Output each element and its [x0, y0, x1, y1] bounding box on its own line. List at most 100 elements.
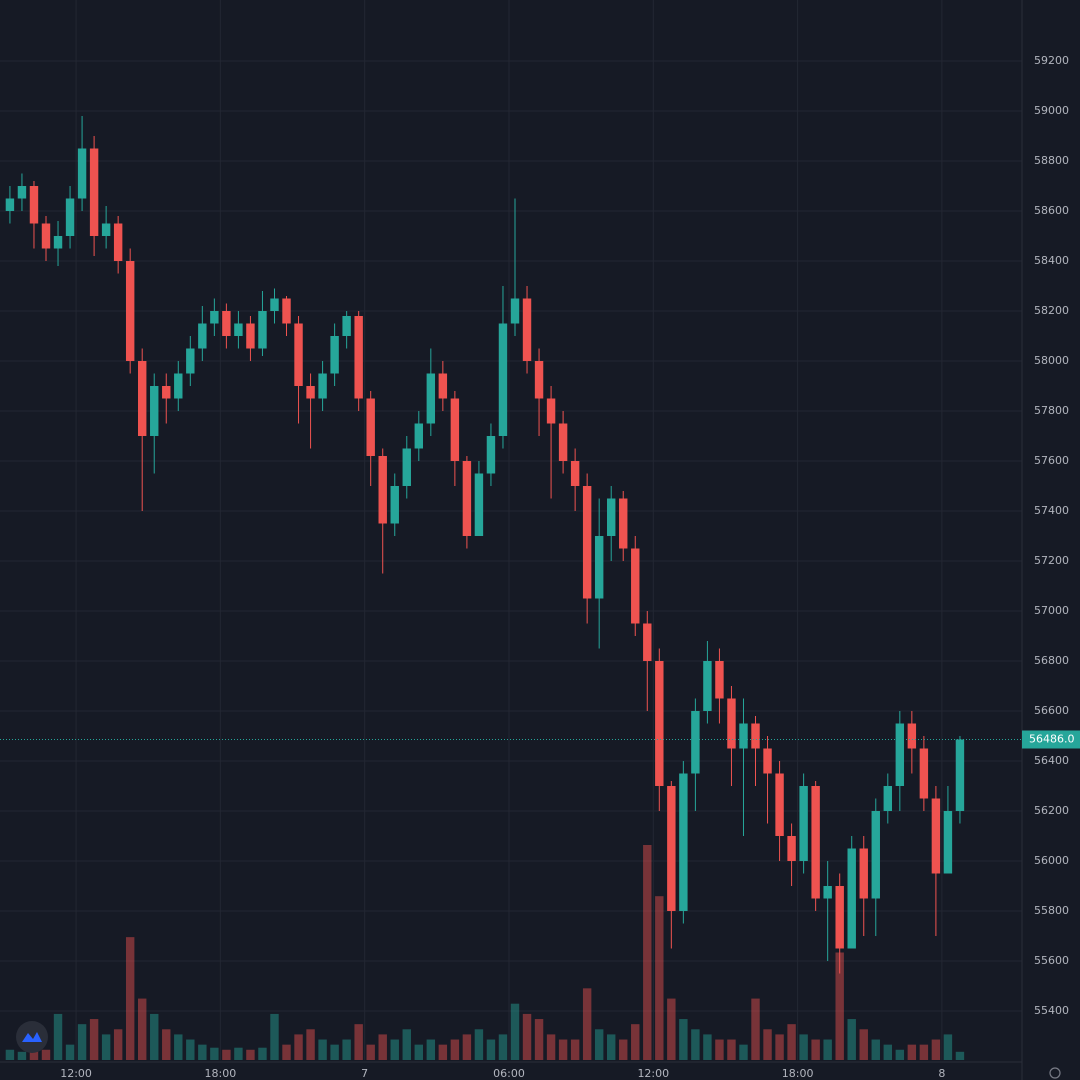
volume-bar [775, 1034, 784, 1060]
candle-body [859, 848, 868, 899]
axes: 55400 55600 55800 56000 56200 56400 56600 56800… [0, 54, 1080, 1080]
candle-body [558, 423, 568, 461]
volume-bar [703, 1034, 712, 1060]
volume-bar [258, 1047, 267, 1060]
volume-bar [113, 1029, 123, 1060]
volume-bar [89, 1019, 99, 1060]
y-tick-label: 55400 [1034, 1004, 1069, 1017]
candle-body [619, 498, 628, 549]
candle-body [667, 786, 676, 911]
volume-bar [318, 1039, 327, 1060]
candle-body [606, 498, 616, 536]
y-tick-label: 58600 [1034, 204, 1069, 217]
candle-body [258, 311, 267, 349]
candle-body [570, 461, 580, 486]
candle-body [342, 316, 351, 336]
volume-bar [306, 1029, 315, 1060]
volume-bar [174, 1034, 183, 1060]
candle-body [727, 698, 736, 749]
volume-bar [378, 1034, 387, 1060]
volume-bar [17, 1051, 27, 1060]
candle-body [378, 456, 387, 524]
volume-layer [5, 845, 965, 1060]
volume-bar [294, 1034, 303, 1060]
volume-bar [907, 1044, 917, 1060]
volume-bar [198, 1044, 207, 1060]
candle-body [594, 536, 604, 599]
candle-body [955, 739, 965, 811]
volume-bar [739, 1044, 748, 1060]
x-tick-label: 06:00 [493, 1067, 525, 1080]
y-tick-label: 58200 [1034, 304, 1069, 317]
candle-body [907, 723, 917, 749]
candle-body [679, 773, 688, 911]
volume-bar [799, 1034, 808, 1060]
volume-bar [5, 1049, 15, 1060]
volume-bar [246, 1049, 255, 1060]
volume-bar [53, 1013, 63, 1060]
volume-bar [234, 1047, 243, 1060]
candle-body [655, 661, 664, 786]
volume-bar [390, 1039, 399, 1060]
volume-bar [823, 1039, 832, 1060]
candle-body [763, 748, 772, 774]
candle-body [125, 261, 135, 361]
volume-bar [426, 1039, 436, 1060]
x-tick-label: 7 [361, 1067, 368, 1080]
volume-bar [619, 1039, 628, 1060]
candle-body [222, 311, 231, 336]
candle-body [631, 548, 640, 624]
candle-body [137, 361, 147, 436]
volume-bar [847, 1019, 856, 1060]
candle-body [29, 186, 39, 224]
y-tick-label: 55600 [1034, 954, 1069, 967]
y-tick-label: 58800 [1034, 154, 1069, 167]
y-tick-label: 57200 [1034, 554, 1069, 567]
candle-body [438, 373, 448, 399]
volume-bar [342, 1039, 351, 1060]
candle-body [775, 773, 784, 836]
y-tick-label: 57000 [1034, 604, 1069, 617]
volume-bar [77, 1024, 87, 1060]
candle-body [739, 723, 748, 749]
volume-bar [534, 1019, 544, 1060]
logo[interactable] [16, 1021, 48, 1053]
volume-bar [787, 1024, 796, 1060]
y-tick-label: 56000 [1034, 854, 1069, 867]
volume-bar [222, 1049, 231, 1060]
volume-bar [65, 1044, 75, 1060]
volume-bar [727, 1039, 736, 1060]
candle-body [811, 786, 820, 899]
candle-body [787, 836, 796, 861]
candle-body [883, 786, 893, 811]
volume-bar [486, 1039, 496, 1060]
settings-icon[interactable] [1049, 1067, 1061, 1079]
candle-body [5, 198, 15, 211]
volume-bar [943, 1034, 953, 1060]
candle-body [582, 486, 592, 599]
volume-bar [330, 1044, 339, 1060]
x-tick-label: 12:00 [60, 1067, 92, 1080]
candle-body [751, 723, 760, 749]
volume-bar [594, 1029, 604, 1060]
price-label-box [1022, 730, 1080, 749]
volume-bar [474, 1029, 484, 1060]
volume-bar [859, 1029, 868, 1060]
candle-body [474, 473, 484, 536]
volume-bar [125, 937, 135, 1060]
candle-body [282, 298, 291, 324]
y-tick-label: 57400 [1034, 504, 1069, 517]
volume-bar [498, 1034, 508, 1060]
candle-body [246, 323, 255, 349]
candle-body [210, 311, 219, 324]
candle-body [150, 386, 159, 436]
candle-body [53, 236, 63, 249]
candle-body [17, 186, 27, 199]
y-tick-label: 55800 [1034, 904, 1069, 917]
x-tick-label: 18:00 [205, 1067, 237, 1080]
candle-body [270, 298, 279, 311]
volume-bar [462, 1034, 472, 1060]
